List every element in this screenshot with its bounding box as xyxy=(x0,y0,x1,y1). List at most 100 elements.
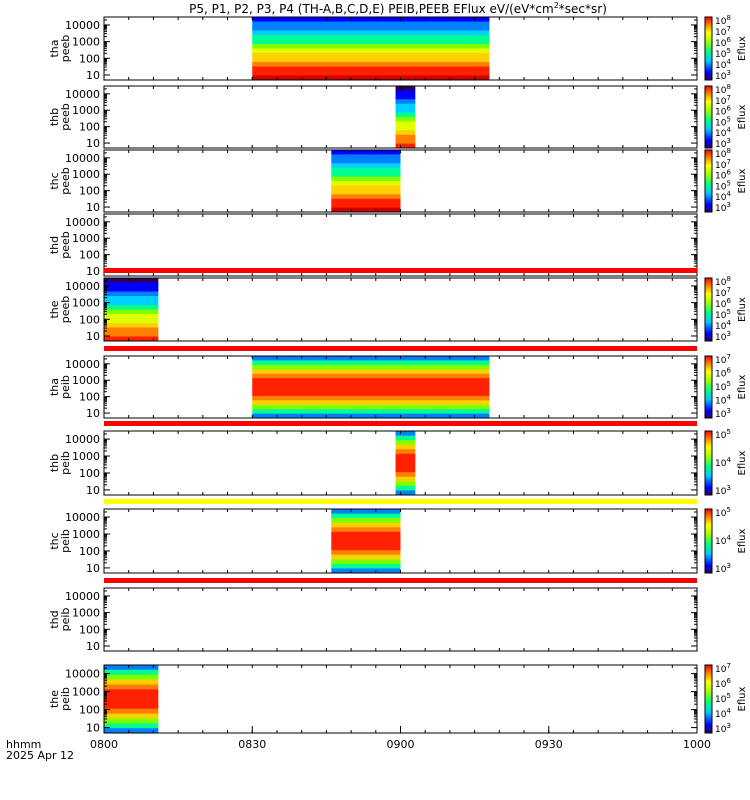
status-bar xyxy=(104,578,697,583)
spectrogram-cell xyxy=(252,53,490,58)
y-tick-label: 10000 xyxy=(65,216,100,229)
probe-label: thc xyxy=(48,532,61,549)
colorbar-tick-label: 106 xyxy=(715,367,731,380)
product-label: peeb xyxy=(59,167,72,195)
y-tick-label: 1000 xyxy=(72,374,100,387)
y-tick-label: 1000 xyxy=(72,528,100,541)
spectrogram-data xyxy=(252,356,490,419)
spectrogram-cell xyxy=(395,117,416,122)
time-axis: 0800 0830 0900 0930 1000 xyxy=(90,17,711,751)
spectrogram-cell xyxy=(395,139,416,145)
spectrogram-cell xyxy=(104,718,159,724)
spectrogram-cell xyxy=(104,332,159,337)
x-tick-label: 1000 xyxy=(683,738,711,751)
probe-label: thb xyxy=(48,454,61,472)
spectrogram-cell xyxy=(104,323,159,328)
colorbar-tick-exponent: 5 xyxy=(726,692,730,700)
spectrogram-cell xyxy=(331,194,401,200)
colorbar-tick-label: 106 xyxy=(715,677,731,690)
y-tick-label: 1000 xyxy=(72,36,100,49)
colorbar-tick-label: 105 xyxy=(715,380,731,393)
y-tick-label: 10 xyxy=(86,484,100,497)
spectrogram-cell xyxy=(252,21,490,27)
spectrogram-cell xyxy=(331,158,401,164)
colorbar-tick-exponent: 7 xyxy=(726,353,730,361)
time-axis-label: hhmm xyxy=(6,738,41,751)
spectrogram-cell xyxy=(395,121,416,127)
probe-label: the xyxy=(48,300,61,318)
spectrogram-cell xyxy=(104,314,159,319)
colorbar-tick-exponent: 8 xyxy=(726,275,730,283)
panel-label: thdpeib xyxy=(48,608,72,632)
spectrogram-cell xyxy=(104,699,159,705)
y-tick-label: 10 xyxy=(86,407,100,420)
colorbar-scale xyxy=(704,277,713,342)
spectrogram-cell xyxy=(104,694,159,700)
colorbar-tick-label: 105 xyxy=(715,506,731,519)
colorbar-tick-label: 103 xyxy=(715,407,731,420)
colorbar-tick-exponent: 6 xyxy=(726,677,731,685)
spectrogram-cell xyxy=(331,559,401,565)
y-tick-label: 1000 xyxy=(72,104,100,117)
spectrogram-cell xyxy=(252,35,490,40)
product-label: peib xyxy=(59,375,72,399)
colorbar-tick-exponent: 8 xyxy=(726,147,730,155)
y-tick-label: 10 xyxy=(86,722,100,735)
colorbar-tick-exponent: 8 xyxy=(726,83,730,91)
colorbar-tick-label: 104 xyxy=(715,456,731,469)
spectrogram-cell xyxy=(104,665,159,671)
panel-thc-peeb: 10100100010000thcpeeb103104105106107108E… xyxy=(48,147,748,214)
spectrogram-cell xyxy=(331,541,401,547)
spectrogram-data xyxy=(395,431,416,496)
colorbar-tick-exponent: 4 xyxy=(726,394,731,402)
colorbar-tick-label: 103 xyxy=(715,722,731,735)
colorbar-tick-exponent: 3 xyxy=(726,201,730,209)
spectrogram-cell xyxy=(252,395,490,401)
colorbar-tick-exponent: 4 xyxy=(726,126,731,134)
colorbar-tick-label: 103 xyxy=(715,484,731,497)
spectrogram-cell xyxy=(395,467,416,473)
y-tick-label: 100 xyxy=(79,467,100,480)
x-tick-label: 0830 xyxy=(238,738,266,751)
y-tick-label: 10 xyxy=(86,265,100,278)
colorbar-label: Eflux xyxy=(737,686,748,711)
colorbar-scale xyxy=(704,16,713,81)
spectrogram-cell xyxy=(252,30,490,36)
spectrogram-cell xyxy=(252,71,490,76)
spectrogram-cell xyxy=(331,536,401,542)
product-label: peib xyxy=(59,608,72,632)
spectrogram-cell xyxy=(395,444,416,450)
colorbar-tick-exponent: 5 xyxy=(726,179,730,187)
y-tick-label: 100 xyxy=(79,52,100,65)
y-tick-label: 10 xyxy=(86,201,100,214)
spectrogram-cell xyxy=(104,708,159,715)
colorbar-scale xyxy=(704,430,713,496)
panel-label: thdpeeb xyxy=(48,231,72,259)
x-tick-label: 0930 xyxy=(535,738,563,751)
spectrogram-cell xyxy=(104,287,159,292)
spectrogram-cell xyxy=(395,449,416,455)
figure-title: P5, P1, P2, P3, P4 (TH-A,B,C,D,E) PEIB,P… xyxy=(189,1,607,16)
y-tick-label: 10 xyxy=(86,562,100,575)
panel-label: thcpeeb xyxy=(48,167,72,195)
panel-frame xyxy=(103,277,698,342)
spectrogram-cell xyxy=(252,373,490,379)
colorbar-tick-label: 105 xyxy=(715,692,731,705)
panel-frame xyxy=(103,213,698,277)
probe-label: thd xyxy=(48,236,61,254)
spectrogram-cell xyxy=(252,48,490,54)
spectrogram-cell xyxy=(104,278,159,283)
y-tick-label: 10000 xyxy=(65,668,100,681)
spectrogram-cell xyxy=(252,413,490,419)
spectrogram-cell xyxy=(104,674,159,681)
colorbar-tick-exponent: 5 xyxy=(726,47,730,55)
colorbar-tick-exponent: 6 xyxy=(726,367,731,375)
spectrogram-cell xyxy=(331,163,401,169)
y-tick-label: 1000 xyxy=(72,686,100,699)
spectrogram-data xyxy=(395,86,416,149)
spectrogram-cell xyxy=(252,382,490,388)
product-label: peeb xyxy=(59,103,72,131)
panel-thb-peib: 10 100 1000 10000 thbpeib 103 104 105 Eflux xyxy=(48,421,748,497)
